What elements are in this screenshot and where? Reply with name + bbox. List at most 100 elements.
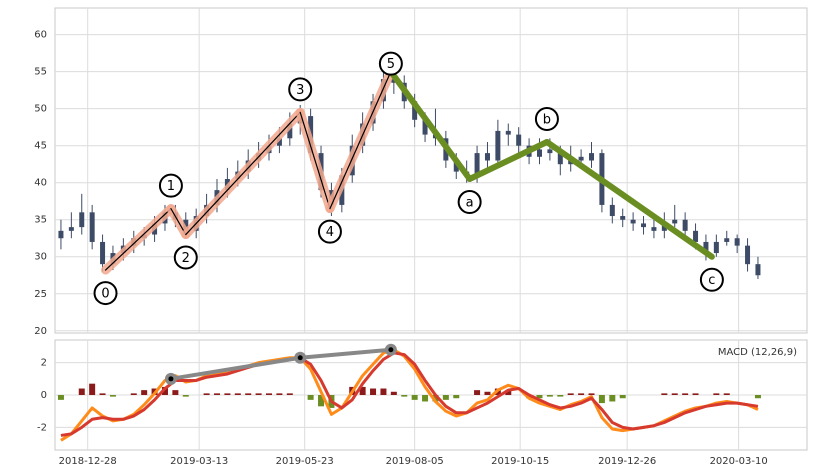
histogram-bar	[432, 395, 439, 402]
y-tick-label: 40	[34, 178, 47, 189]
y-tick-label: 0	[41, 390, 47, 401]
wave-marker	[457, 190, 482, 215]
histogram-bar	[182, 395, 189, 397]
candle-body	[79, 212, 85, 228]
wave-marker	[93, 281, 118, 306]
candle-body	[89, 212, 95, 242]
divergence-line	[168, 355, 303, 381]
histogram-bar	[172, 390, 179, 395]
histogram-bar	[213, 393, 220, 395]
divergence-dot	[297, 355, 303, 361]
candle-body	[682, 219, 688, 231]
corrective-line	[466, 138, 550, 183]
histogram-bar	[57, 395, 64, 400]
histogram-bar	[671, 393, 678, 395]
candle-body	[630, 219, 636, 224]
histogram-bar	[609, 395, 616, 402]
impulse-line	[299, 111, 331, 210]
wave-label: 4	[326, 225, 334, 240]
histogram-bar	[130, 393, 137, 395]
candle-body	[58, 230, 64, 239]
candle-body	[713, 241, 719, 254]
candle-body	[641, 223, 647, 228]
wave-label: b	[543, 112, 551, 127]
y-tick-label: 2	[41, 358, 47, 369]
candle-body	[287, 123, 293, 139]
wave-label: 0	[101, 287, 109, 302]
y-tick-label: 50	[34, 104, 47, 115]
histogram-bar	[713, 393, 720, 395]
histogram-bar	[255, 393, 262, 395]
wave-marker	[288, 77, 313, 102]
y-tick-label: 25	[34, 289, 47, 300]
histogram-bar	[141, 390, 148, 395]
candle-body	[68, 227, 74, 231]
histogram-bar	[266, 393, 273, 395]
x-tick-label: 2019-03-13	[170, 456, 228, 467]
wave-label: 5	[387, 57, 395, 72]
histogram-bar	[99, 393, 106, 395]
candle-body	[703, 241, 709, 254]
macd-line	[60, 351, 759, 437]
wave-label: 2	[182, 251, 190, 266]
wave-label: 3	[296, 83, 304, 98]
y-tick-label: 45	[34, 141, 47, 152]
candle-body	[474, 153, 480, 176]
histogram-bar	[78, 388, 85, 395]
candle-body	[495, 130, 501, 161]
wave-marker	[699, 267, 724, 292]
wave-marker	[534, 106, 559, 131]
candle-body	[453, 160, 459, 172]
wave-marker	[173, 245, 198, 270]
histogram-bar	[505, 390, 512, 395]
candle-body	[745, 245, 751, 265]
histogram-bar	[546, 395, 553, 397]
histogram-bar	[109, 395, 116, 397]
candle-body	[183, 219, 189, 231]
histogram-bar	[234, 393, 241, 395]
histogram-bar	[411, 395, 418, 400]
candle-body	[547, 149, 553, 154]
corrective-line	[387, 68, 473, 183]
candle-body	[557, 153, 563, 165]
x-tick-label: 2019-05-23	[276, 456, 334, 467]
histogram-bar	[474, 390, 481, 395]
histogram-bar	[754, 395, 761, 399]
histogram-bar	[682, 393, 689, 395]
divergence-dot	[168, 376, 174, 382]
price-panel	[54, 7, 808, 334]
candle-body	[651, 227, 657, 231]
histogram-bar	[401, 395, 408, 397]
candle-body	[391, 79, 397, 83]
y-tick-label: -2	[37, 422, 47, 433]
x-tick-label: 2019-12-26	[598, 456, 656, 467]
candle-body	[422, 119, 428, 135]
histogram-bar	[578, 393, 585, 395]
y-tick-label: 30	[34, 252, 47, 263]
y-tick-label: 20	[34, 326, 47, 337]
candle-body	[276, 138, 282, 146]
histogram-bar	[588, 393, 595, 395]
wave-label: a	[466, 196, 474, 211]
histogram-bar	[203, 393, 210, 395]
candle-body	[505, 130, 511, 135]
histogram-bar	[536, 395, 543, 399]
histogram-bar	[380, 388, 387, 395]
histogram-bar	[692, 393, 699, 395]
x-tick-label: 2020-03-10	[710, 456, 768, 467]
macd-title: MACD (12,26,9)	[718, 347, 797, 358]
histogram-bar	[161, 386, 168, 395]
y-tick-label: 60	[34, 30, 47, 41]
x-tick-label: 2019-08-05	[386, 456, 444, 467]
histogram-bar	[359, 386, 366, 395]
histogram-bar	[723, 393, 730, 395]
candle-body	[412, 101, 418, 120]
histogram-bar	[484, 391, 491, 395]
histogram-bar	[567, 393, 574, 395]
corrective-line	[543, 138, 715, 260]
histogram-bar	[453, 395, 460, 399]
candle-body	[672, 219, 678, 224]
wave-label: 1	[167, 179, 175, 194]
histogram-bar	[318, 395, 325, 407]
